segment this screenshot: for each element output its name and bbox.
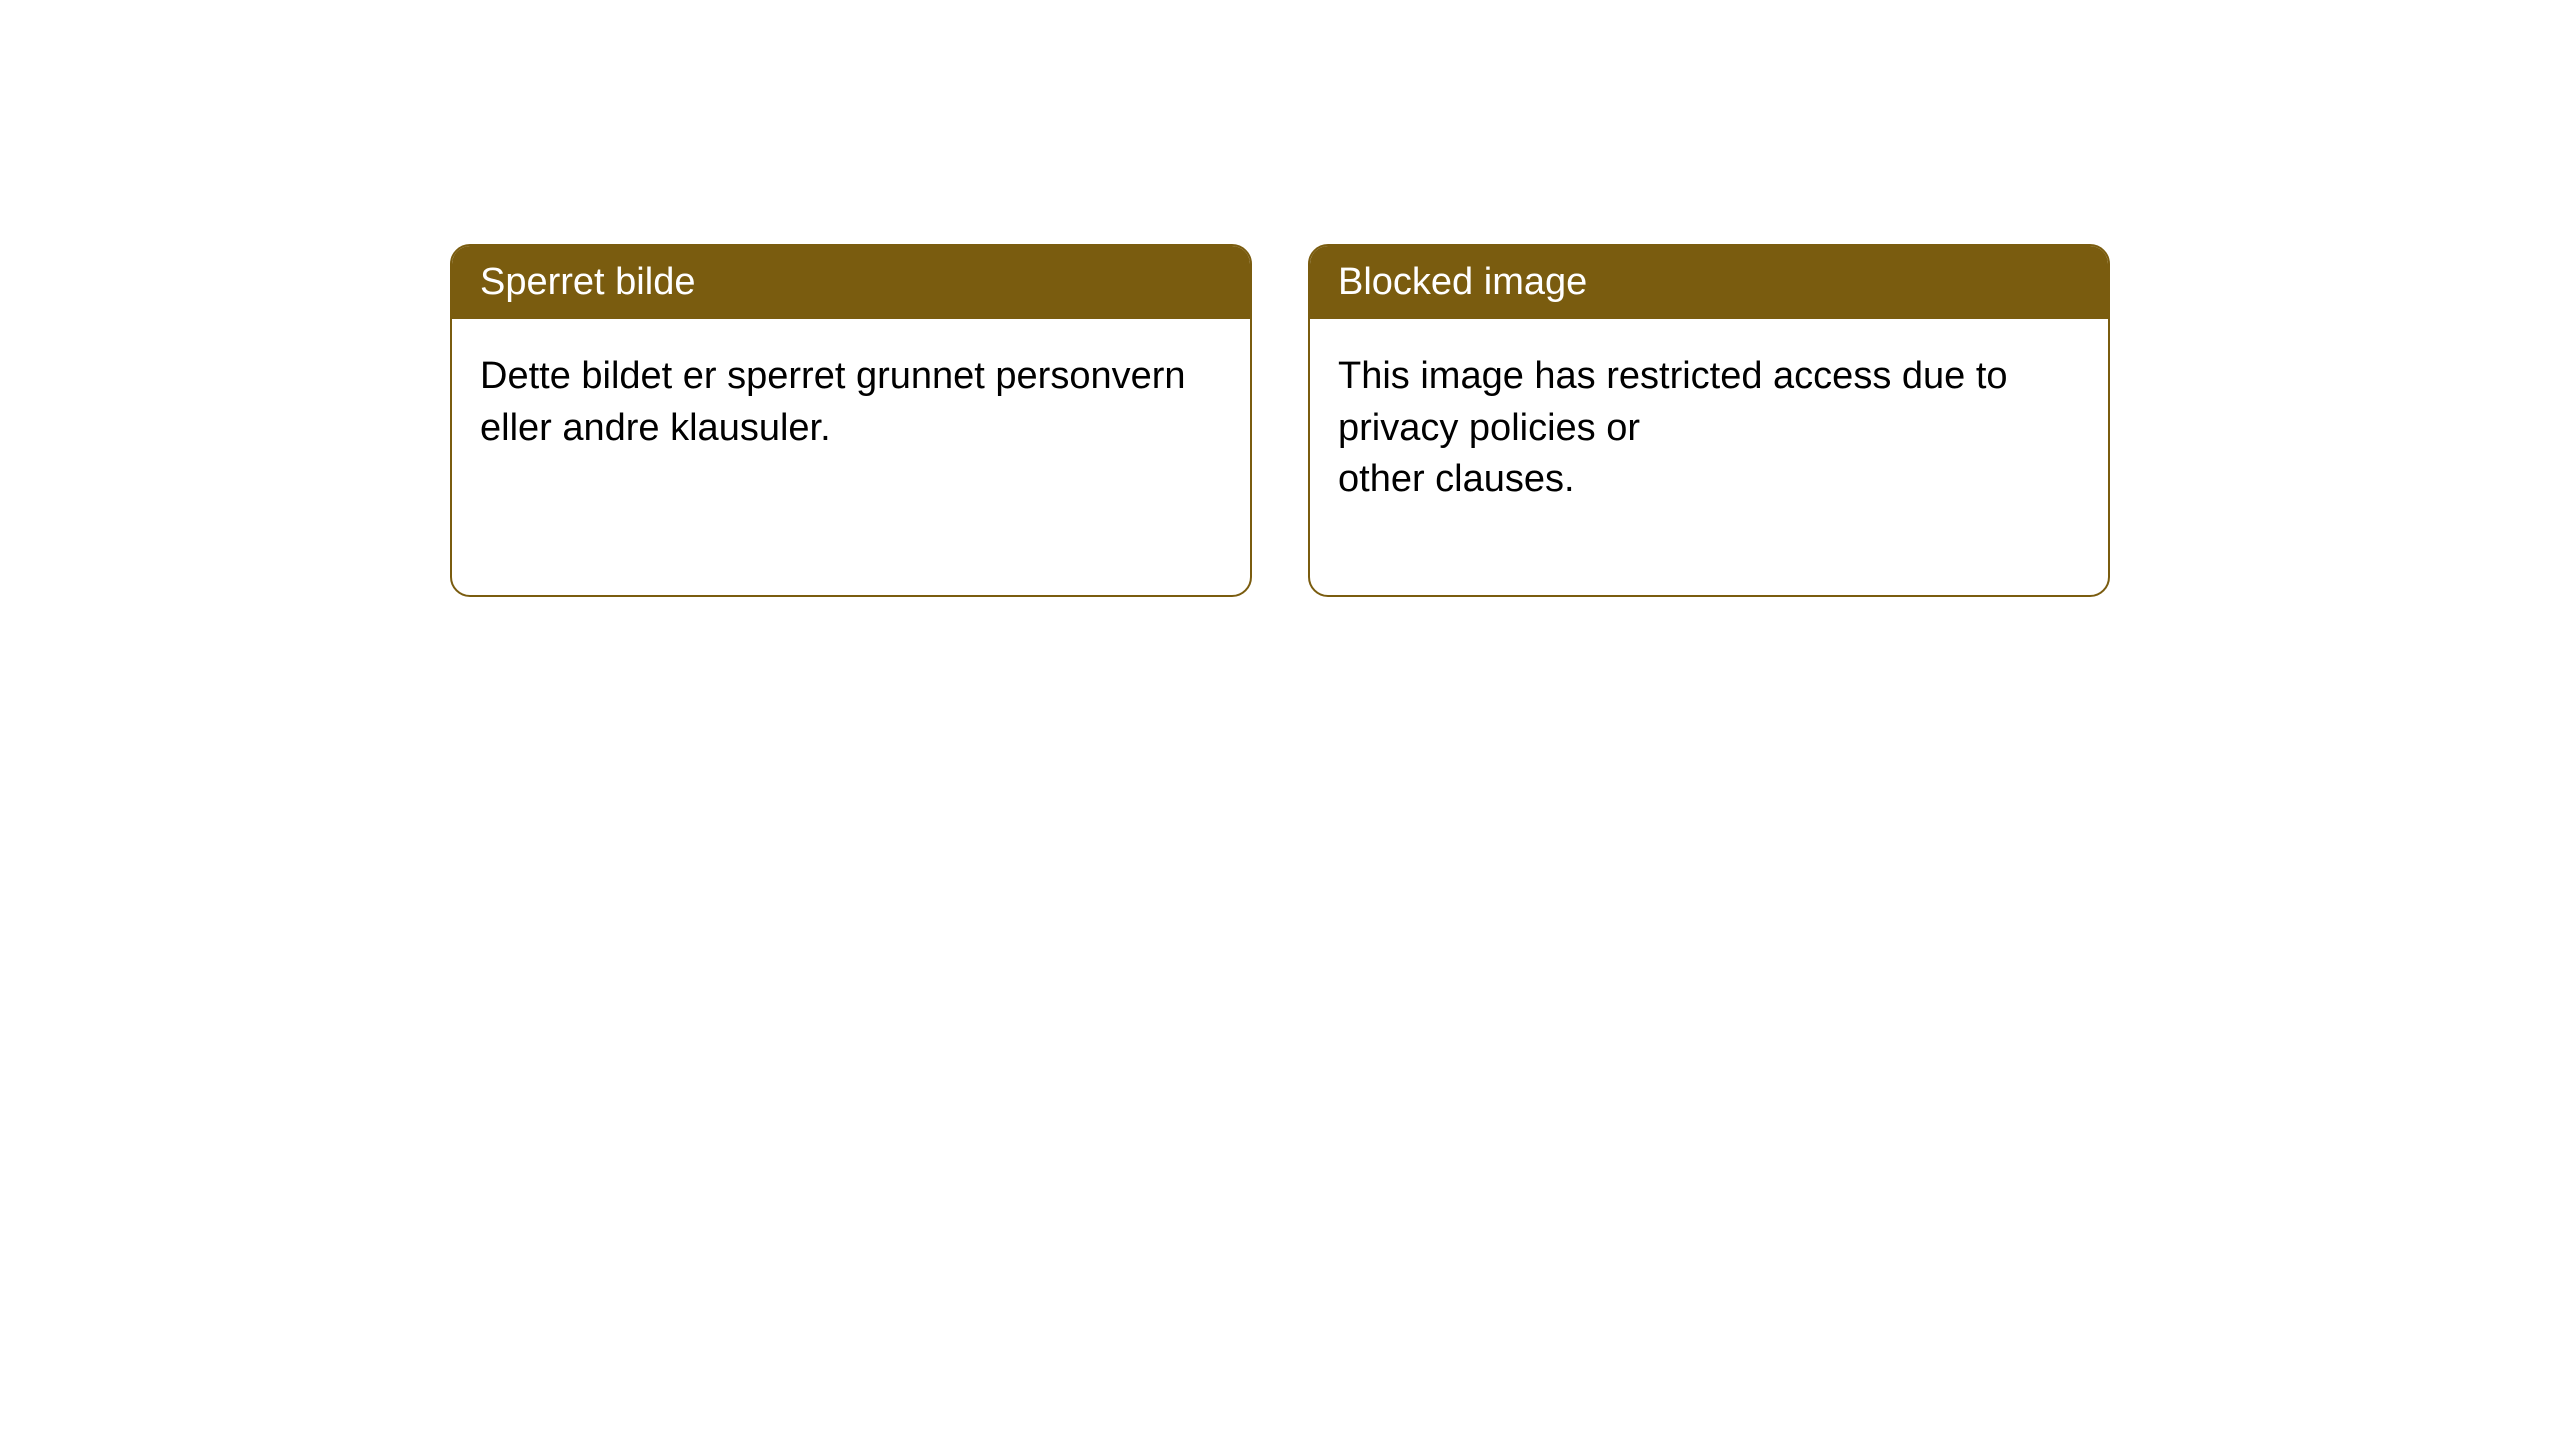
notice-body-english: This image has restricted access due to …	[1310, 319, 2108, 595]
notice-card-english: Blocked image This image has restricted …	[1308, 244, 2110, 597]
notice-body-norwegian: Dette bildet er sperret grunnet personve…	[452, 319, 1250, 544]
notice-header-norwegian: Sperret bilde	[452, 246, 1250, 319]
notice-header-english: Blocked image	[1310, 246, 2108, 319]
notice-container: Sperret bilde Dette bildet er sperret gr…	[0, 0, 2560, 597]
notice-card-norwegian: Sperret bilde Dette bildet er sperret gr…	[450, 244, 1252, 597]
